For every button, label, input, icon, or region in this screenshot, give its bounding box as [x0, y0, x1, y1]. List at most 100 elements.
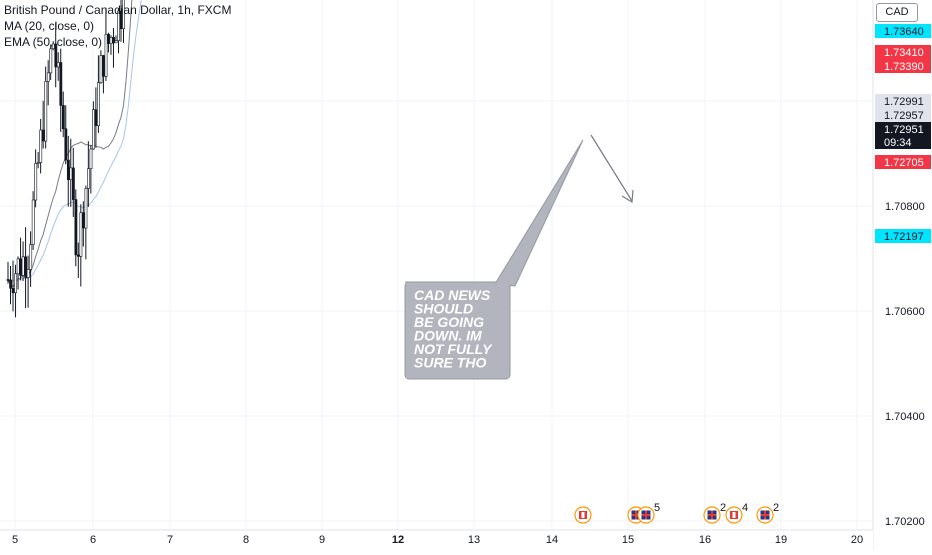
price-tick-label: 1.70800 [885, 201, 925, 213]
price-tag-label: 1.73390 [884, 61, 924, 73]
price-tick-label: 1.71200 [885, 0, 925, 3]
time-tick-label: 7 [167, 534, 173, 546]
note-line: CAD NEWS [414, 287, 491, 303]
price-tag-label: 1.72991 [884, 96, 924, 108]
time-tick-label: 6 [90, 534, 96, 546]
price-tag [875, 229, 931, 243]
note-line: BE GOING [414, 314, 484, 330]
candle-body [84, 188, 88, 229]
candle-body [16, 258, 20, 275]
candle-body [102, 55, 105, 77]
candle-body [117, 10, 120, 41]
note-line: SURE THO [414, 355, 486, 371]
event-count: 4 [742, 502, 748, 514]
candle-body [99, 55, 103, 83]
candle-body [71, 167, 75, 200]
price-tick-label: 1.70400 [885, 411, 925, 423]
candle-body [79, 212, 83, 257]
time-tick-label: 20 [851, 534, 863, 546]
currency-button[interactable]: CAD [876, 3, 918, 22]
note-pointer [494, 139, 584, 287]
candle-body [64, 128, 68, 161]
note-line: DOWN. IM [414, 328, 482, 344]
ma-legend: MA (20, close, 0) [4, 19, 95, 33]
candle-body [24, 256, 28, 278]
price-tag-label: 1.73410 [884, 47, 924, 59]
candle-body [26, 269, 30, 278]
price-tag-label: 1.72197 [884, 231, 924, 243]
candle-body [39, 129, 43, 163]
arrow-head [621, 189, 634, 204]
time-tick-label: 5 [12, 534, 18, 546]
price-tag-label: 1.72951 [884, 124, 924, 136]
candle-body [54, 43, 58, 68]
price-tag [875, 59, 931, 73]
candle-body [122, 0, 126, 29]
economic-events: 5 2 4 2 [574, 502, 779, 524]
candle-body [94, 109, 98, 126]
price-tag-label: 1.72957 [884, 110, 924, 122]
candle-body [51, 43, 55, 50]
time-tick-label: 9 [319, 534, 325, 546]
candle-body [114, 40, 118, 44]
candle-body [69, 167, 73, 180]
time-tick-label: 15 [622, 534, 634, 546]
candle-body [6, 279, 10, 281]
note-fill [406, 283, 509, 378]
candle-body [59, 62, 63, 106]
candle-body [49, 48, 53, 74]
candle-body [92, 109, 95, 150]
ema-legend: EMA (50, close, 0) [4, 35, 103, 49]
ma-line [7, 0, 133, 288]
candle-body [29, 244, 33, 270]
price-tag [875, 122, 931, 136]
price-axis-bg [873, 0, 932, 550]
candle-body [119, 10, 123, 29]
event-count: 5 [654, 502, 660, 514]
projection-arrow [590, 134, 633, 202]
price-axis: 1.702001.704001.706001.708001.710001.712… [872, 0, 932, 550]
candle-body [14, 273, 18, 294]
event-count: 2 [720, 502, 726, 514]
price-tag [875, 24, 931, 38]
candle-body [109, 36, 113, 44]
time-tick-label: 16 [699, 534, 711, 546]
candle-body [77, 254, 80, 257]
price-tag-label: 1.72705 [884, 157, 924, 169]
price-tag [875, 135, 931, 149]
time-tick-label: 13 [468, 534, 480, 546]
candle-body [97, 82, 100, 126]
candle-body [41, 129, 45, 142]
candle-body [44, 81, 48, 142]
price-tag [875, 155, 931, 169]
ma-20-line [7, 0, 133, 288]
note-line: NOT FULLY [414, 341, 493, 357]
candle-body [104, 34, 108, 77]
price-tag-label: 1.73640 [884, 26, 924, 38]
candle-body [66, 159, 70, 180]
event-count: 2 [773, 502, 779, 514]
time-tick-label: 14 [546, 534, 558, 546]
candle-body [34, 163, 38, 201]
candle-body [46, 72, 50, 82]
price-tick-label: 1.70600 [885, 306, 925, 318]
symbol-title: British Pound / Canadian Dollar, 1h, FXC… [4, 3, 232, 17]
candle-body [74, 199, 78, 256]
candle-body [19, 258, 23, 276]
candle-body [31, 199, 35, 245]
candle-body [82, 212, 85, 229]
time-tick-label: 19 [775, 534, 787, 546]
candle-body [9, 279, 13, 289]
canada-flag-leaf [732, 512, 736, 518]
candle-body [36, 162, 40, 164]
candle-body [61, 105, 65, 130]
price-tag [875, 45, 931, 59]
time-axis: 5 6 7 8 9 12 13 14 15 16 19 20 [0, 529, 873, 550]
canada-flag-leaf [581, 512, 585, 518]
price-tag [875, 108, 931, 122]
grid-lines [0, 0, 873, 530]
candles [6, 0, 126, 318]
price-tag-label: 09:34 [884, 137, 912, 149]
